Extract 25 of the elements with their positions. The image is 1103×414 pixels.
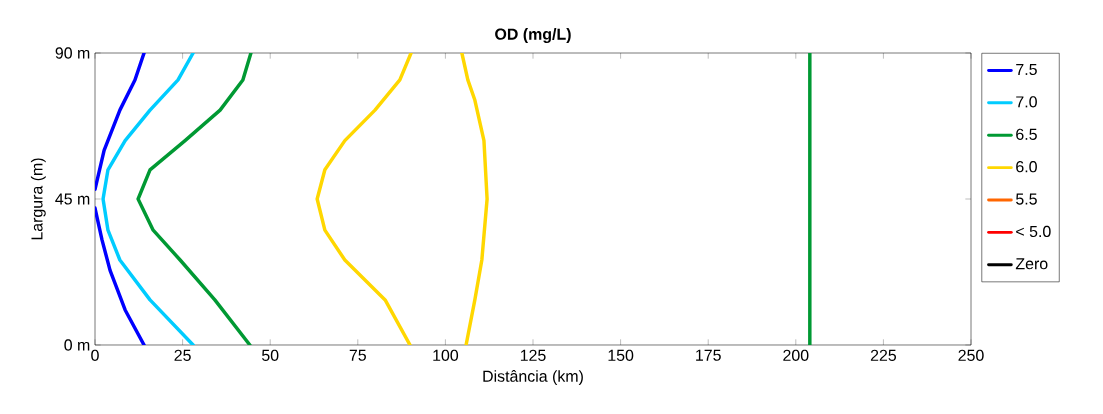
x-tick-label: 75 bbox=[349, 349, 366, 361]
legend-label: < 5.0 bbox=[1016, 225, 1051, 238]
x-tick-label: 125 bbox=[520, 349, 546, 361]
legend-label: 7.5 bbox=[1016, 63, 1037, 76]
x-tick-label: 25 bbox=[174, 349, 191, 361]
chart-title: OD (mg/L) bbox=[495, 28, 571, 44]
x-tick-label: 50 bbox=[261, 349, 279, 361]
y-tick-label: 90 m bbox=[55, 47, 90, 59]
x-tick-label: 200 bbox=[783, 349, 809, 361]
legend-label: 5.5 bbox=[1016, 193, 1037, 205]
x-tick-label: 175 bbox=[696, 349, 721, 361]
legend-label: 7.0 bbox=[1016, 96, 1037, 108]
legend-label: 6.5 bbox=[1016, 128, 1037, 140]
x-tick-label: 250 bbox=[958, 349, 984, 361]
legend-label: 6.0 bbox=[1016, 161, 1037, 173]
y-tick-label: 0 m bbox=[64, 339, 90, 351]
x-tick-label: 225 bbox=[870, 349, 897, 361]
y-axis-title: Largura (m) bbox=[30, 158, 46, 240]
y-tick-label: 45 m bbox=[55, 193, 90, 205]
line-series bbox=[101, 53, 195, 345]
x-tick-label: 0 bbox=[91, 349, 99, 361]
x-tick-label: 150 bbox=[608, 349, 634, 361]
x-axis-title: Distância (km) bbox=[483, 370, 583, 385]
legend-label: Zero bbox=[1015, 258, 1048, 270]
x-tick-label: 100 bbox=[433, 349, 459, 361]
